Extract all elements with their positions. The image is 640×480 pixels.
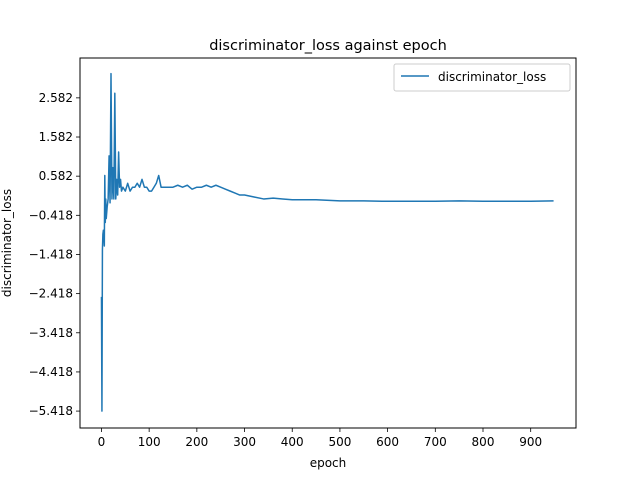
series-line-discriminator-loss [100, 72, 554, 412]
legend-label: discriminator_loss [438, 70, 546, 84]
x-tick-label: 800 [472, 435, 495, 449]
x-tick-label: 300 [233, 435, 256, 449]
x-tick-label: 100 [138, 435, 161, 449]
x-tick-label: 700 [424, 435, 447, 449]
y-tick-label: −2.418 [29, 287, 73, 301]
legend: discriminator_loss [393, 63, 571, 92]
axes-frame [79, 57, 577, 429]
y-tick-label: −0.418 [29, 208, 73, 222]
plot-area: 0 100 200 300 400 500 600 700 800 900 −5.418 −4.41… [29, 57, 577, 449]
y-axis-title: discriminator_loss [0, 189, 14, 297]
y-tick-label: −3.418 [29, 326, 73, 340]
x-tick-label: 400 [281, 435, 304, 449]
x-tick-label: 0 [98, 435, 106, 449]
legend-box [393, 63, 571, 92]
x-tick-label: 900 [519, 435, 542, 449]
y-tick-label: 2.582 [39, 91, 73, 105]
x-tick-label: 600 [376, 435, 399, 449]
x-axis: 0 100 200 300 400 500 600 700 800 900 [98, 428, 542, 449]
x-tick-label: 200 [185, 435, 208, 449]
x-axis-title: epoch [310, 456, 347, 470]
x-tick-label: 500 [328, 435, 351, 449]
chart-title: discriminator_loss against epoch [209, 38, 447, 54]
y-tick-label: −5.418 [29, 404, 73, 418]
y-tick-label: −4.418 [29, 365, 73, 379]
y-tick-label: −1.418 [29, 247, 73, 261]
series-layer [100, 72, 554, 412]
y-tick-label: 0.582 [39, 169, 73, 183]
y-tick-label: 1.582 [39, 130, 73, 144]
y-axis: −5.418 −4.418 −3.418 −2.418 −1.418 −0.418 0.58… [29, 91, 80, 418]
